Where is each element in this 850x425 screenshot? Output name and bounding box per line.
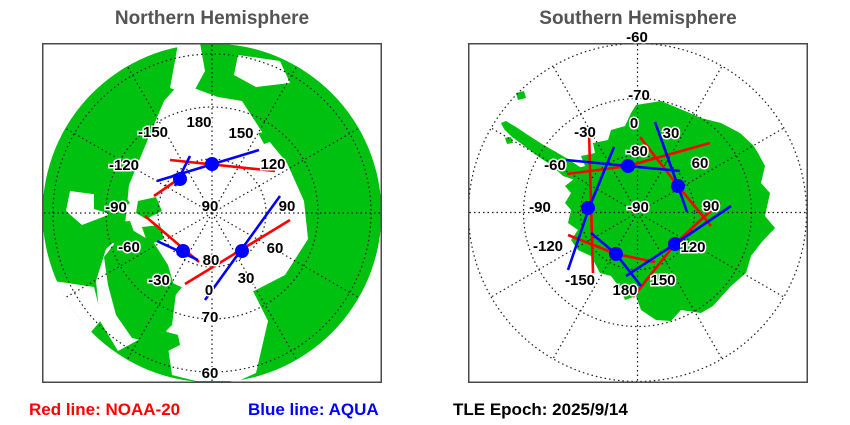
graticule-label: 0: [205, 282, 213, 299]
south-tracks: [565, 121, 732, 298]
graticule-label: 80: [203, 252, 220, 269]
land-region: [505, 137, 513, 144]
north-map-canvas: 180 -150 150 -120 120 -90 90 -60 60 -30 30 0 90 80 70 6…: [42, 43, 382, 384]
southern-hemisphere-map: 0 30 -30 60 -60 90 -90 120 -120 150 -150 180 -60 -70 -…: [468, 28, 808, 383]
graticule-label: -90: [627, 199, 649, 216]
land-region: [142, 225, 164, 245]
meridian-line: [637, 211, 785, 298]
legend-tle-epoch: TLE Epoch: 2025/9/14: [453, 400, 628, 419]
graticule-label: 120: [260, 156, 285, 173]
satellite-position-dot: [176, 244, 190, 258]
meridian-line: [65, 212, 213, 299]
graticule-label: 90: [703, 198, 720, 215]
ocean-region: [170, 43, 205, 95]
meridian-line: [636, 212, 723, 360]
graticule-label: -60: [544, 157, 566, 174]
graticule-label: -120: [109, 157, 139, 174]
meridian-line: [126, 66, 213, 214]
latitude-circle: [105, 106, 319, 320]
meridian-line: [126, 212, 213, 360]
graticule-label: 60: [202, 365, 219, 382]
land-region: [565, 101, 775, 321]
land-region: [246, 99, 259, 109]
meridian-line: [637, 127, 785, 214]
land-region: [94, 189, 130, 215]
graticule-label: 60: [692, 155, 709, 172]
graticule-label: 60: [267, 240, 284, 257]
graticule-label: -70: [628, 87, 650, 104]
north-tracks: [144, 148, 291, 301]
satellite-position-dot: [609, 247, 623, 261]
ocean-region: [234, 55, 290, 87]
north-map-title: Northern Hemisphere: [114, 8, 310, 29]
graticule-label: -90: [529, 199, 551, 216]
south-map-border: [468, 43, 808, 383]
graticule-label: 30: [238, 270, 255, 287]
south-landmass: [501, 91, 775, 321]
graticule-label: 0: [630, 115, 638, 132]
graticule-label: -60: [118, 239, 140, 256]
meridian-line: [211, 212, 359, 299]
land-region: [102, 221, 136, 245]
graticule-label: 90: [279, 198, 296, 215]
south-map-canvas: 0 30 -30 60 -60 90 -90 120 -120 150 -150 180 -60 -70 -…: [468, 28, 808, 383]
satellite-position-dot: [173, 172, 187, 186]
satellite-position-dot: [205, 157, 219, 171]
graticule-label: -150: [565, 272, 595, 289]
latitude-circle: [579, 154, 696, 271]
graticule-label: -30: [148, 272, 170, 289]
graticule-label: 150: [650, 272, 675, 289]
graticule-label: -60: [626, 29, 648, 46]
graticule-label: -80: [626, 143, 648, 160]
meridian-line: [636, 65, 723, 213]
graticule-label: 120: [680, 239, 705, 256]
meridian-line: [211, 66, 298, 214]
graticule-label: 30: [663, 125, 680, 142]
graticule-label: -150: [138, 124, 168, 141]
land-region: [139, 330, 180, 353]
graticule-label: -90: [105, 199, 127, 216]
meridian-line: [211, 127, 359, 214]
south-graticule-labels: 0 30 -30 60 -60 90 -90 120 -120 150 -150 180 -60 -70 -…: [528, 28, 721, 301]
north-graticule-labels: 180 -150 150 -120 120 -90 90 -60 60 -30 30 0 90 80 70 6…: [104, 113, 297, 384]
meridian-line: [552, 212, 639, 360]
meridian-line: [490, 127, 638, 214]
noaa20-track-segment: [144, 215, 200, 263]
legend-noaa20: Red line: NOAA-20: [29, 400, 181, 419]
land-region: [516, 91, 526, 100]
meridian-line: [211, 212, 298, 360]
land-region: [104, 231, 176, 343]
south-map-title: Southern Hemisphere: [539, 8, 737, 29]
satellite-position-dot: [668, 237, 682, 251]
legend-aqua: Blue line: AQUA: [248, 400, 379, 419]
graticule-label: 180: [612, 282, 637, 299]
land-region: [258, 131, 276, 144]
north-map-border: [42, 43, 382, 383]
satellite-position-dot: [671, 179, 685, 193]
land-region: [501, 121, 598, 193]
graticule-label: 70: [202, 309, 219, 326]
land-region: [136, 197, 162, 219]
northern-hemisphere-map: 180 -150 150 -120 120 -90 90 -60 60 -30 30 0 90 80 70 6…: [42, 43, 382, 384]
satellite-position-dot: [235, 244, 249, 258]
meridian-line: [552, 65, 639, 213]
graticule-label: 150: [228, 125, 253, 142]
north-graticule: [43, 44, 381, 382]
graticule-label: 90: [202, 198, 219, 215]
north-landmass: [42, 43, 382, 383]
meridian-line: [490, 211, 638, 298]
graticule-label: -30: [574, 124, 596, 141]
satellite-position-dot: [581, 201, 595, 215]
graticule-label: 180: [186, 114, 211, 131]
satellite-position-dot: [621, 159, 635, 173]
meridian-line: [65, 127, 213, 214]
ocean-region: [166, 275, 268, 381]
graticule-label: -120: [533, 238, 563, 255]
